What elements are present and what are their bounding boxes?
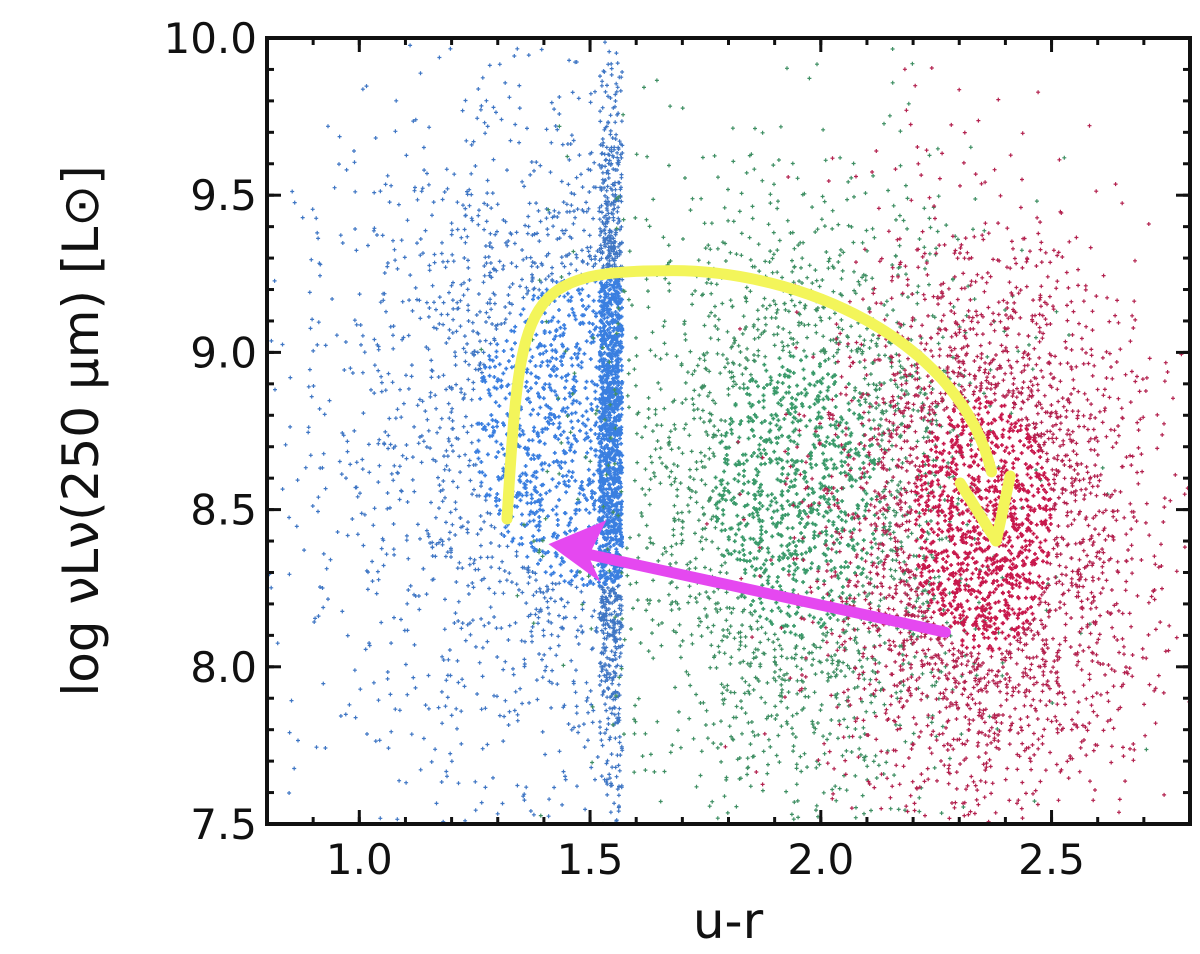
x-tick-label: 1.5 <box>557 835 624 884</box>
x-axis-label: u-r <box>693 892 764 950</box>
magenta-arrow-shaft <box>573 546 951 638</box>
y-tick-label: 7.5 <box>190 800 257 849</box>
axis-ticks: 1.0 1.5 2.0 2.5 7.5 8.0 8.5 9.0 9.5 10.0 <box>163 14 1192 884</box>
y-axis-label: log νLν(250 μm) [L⊙] <box>52 165 110 696</box>
yellow-curved-arrow-shaft <box>501 265 998 525</box>
data-points <box>267 40 1190 824</box>
y-tick-label: 10.0 <box>163 14 257 63</box>
y-tick-label: 8.5 <box>190 486 257 535</box>
y-tick-label: 8.0 <box>190 643 257 692</box>
series-3-points <box>704 66 1190 824</box>
y-tick-label: 9.5 <box>190 171 257 220</box>
x-tick-label: 1.0 <box>326 835 393 884</box>
magenta-arrow-head <box>548 520 607 583</box>
annotation-arrows <box>501 265 1016 638</box>
x-tick-label: 2.5 <box>1018 835 1085 884</box>
y-tick-label: 9.0 <box>190 328 257 377</box>
series-1-points <box>267 40 625 824</box>
x-tick-label: 2.0 <box>787 835 854 884</box>
series-1-core-points <box>474 276 625 588</box>
yellow-arrow-head <box>954 470 1016 547</box>
